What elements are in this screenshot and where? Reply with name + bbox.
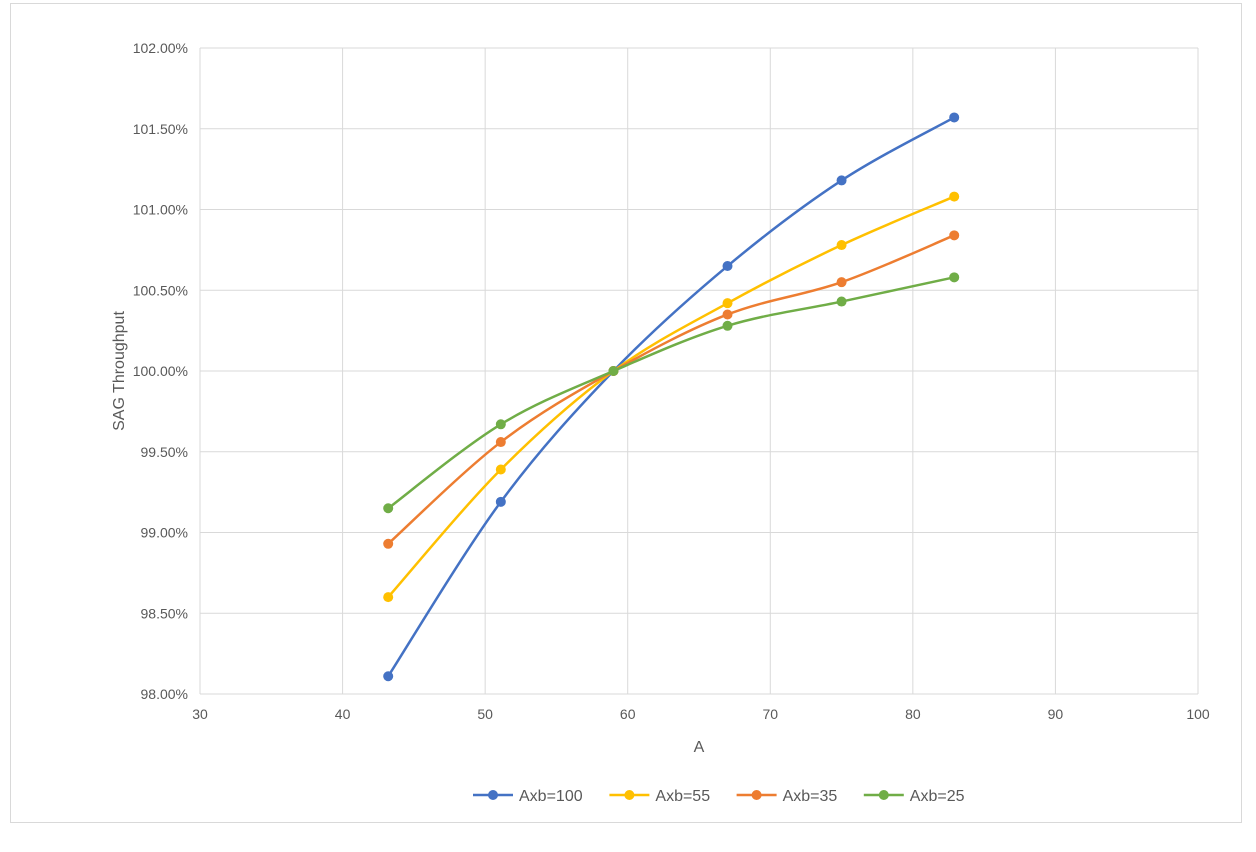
data-point (949, 112, 960, 123)
series-Axb=55 (383, 191, 960, 603)
y-tick-label: 101.50% (133, 121, 188, 137)
data-point (949, 272, 960, 283)
series-Axb=25 (383, 272, 960, 514)
x-axis-title: A (694, 739, 705, 756)
grid-lines (199, 47, 1199, 695)
y-tick-label: 99.00% (141, 525, 188, 541)
legend-item: Axb=100 (473, 788, 583, 805)
legend-item: Axb=25 (863, 788, 965, 805)
series-line (387, 195, 955, 598)
data-point (836, 296, 847, 307)
data-point (836, 240, 847, 251)
legend-marker (624, 790, 635, 800)
x-tick-label: 60 (620, 706, 636, 722)
legend-item: Axb=35 (736, 788, 838, 805)
data-point (495, 419, 506, 430)
y-axis-title: SAG Throughput (111, 311, 128, 431)
y-tick-label: 100.50% (133, 282, 188, 298)
x-tick-label: 80 (905, 706, 921, 722)
data-point (495, 496, 506, 507)
chart-frame (10, 3, 1242, 823)
x-tick-label: 40 (335, 706, 351, 722)
data-point (495, 464, 506, 475)
data-point (722, 261, 733, 272)
legend-item: Axb=55 (609, 788, 710, 805)
legend-label: Axb=55 (655, 788, 710, 805)
data-point (383, 503, 394, 514)
x-tick-label: 50 (477, 706, 493, 722)
legend-label: Axb=25 (910, 788, 965, 805)
data-point (949, 230, 960, 241)
data-point (722, 309, 733, 320)
data-point (836, 175, 847, 186)
series-line (387, 234, 955, 545)
y-tick-label: 101.00% (133, 202, 188, 218)
data-point (608, 366, 619, 376)
x-tick-label: 100 (1186, 706, 1210, 722)
series-Axb=100 (383, 112, 960, 682)
y-tick-label: 98.50% (141, 605, 188, 621)
data-point (836, 277, 847, 288)
data-point (383, 592, 394, 603)
series-Axb=35 (383, 230, 960, 549)
y-tick-label: 98.00% (141, 686, 188, 702)
data-point (722, 298, 733, 309)
legend-label: Axb=100 (519, 788, 583, 805)
data-point (949, 191, 960, 202)
data-point (495, 437, 506, 448)
legend-marker (488, 790, 498, 800)
legend: Axb=100 Axb=55 Axb=35 Axb=25 (473, 788, 965, 805)
y-tick-label: 102.00% (133, 40, 188, 56)
series-line (387, 116, 955, 677)
series-line (387, 276, 955, 510)
x-tick-label: 30 (192, 706, 208, 722)
data-point (383, 538, 394, 549)
y-tick-label: 100.00% (133, 363, 188, 379)
tick-labels: 98.00% 98.50% 99.00% 99.50% 100.00% 100.50% 10… (133, 40, 1210, 722)
legend-marker (878, 790, 889, 800)
legend-marker (751, 790, 762, 800)
series-layer (383, 112, 960, 682)
x-tick-label: 70 (762, 706, 778, 722)
y-tick-label: 99.50% (141, 444, 188, 460)
data-point (383, 671, 394, 682)
data-point (722, 320, 733, 331)
x-tick-label: 90 (1048, 706, 1064, 722)
legend-label: Axb=35 (783, 788, 838, 805)
